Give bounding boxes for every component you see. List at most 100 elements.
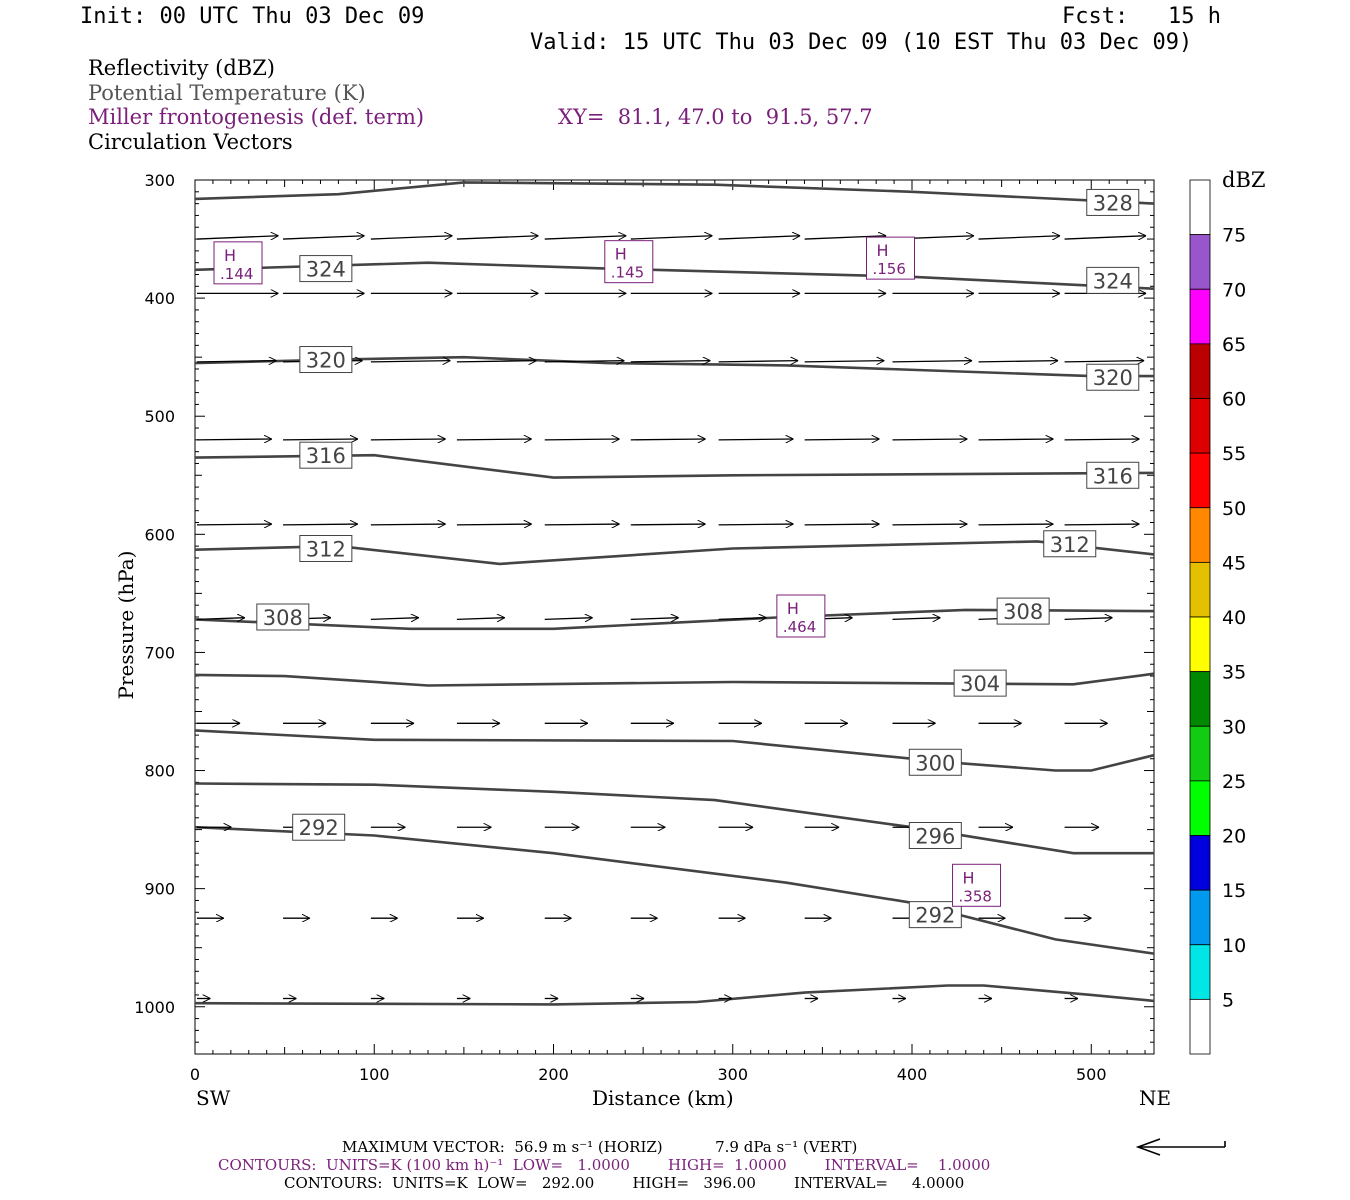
- colorbar-segment: [1189, 725, 1211, 782]
- circulation-vector: [718, 524, 794, 525]
- x-tick-label: 500: [1076, 1065, 1107, 1084]
- isentrope-label-292: 292: [915, 904, 955, 928]
- x-tick-label: 300: [717, 1065, 748, 1084]
- isentrope-line-288: [194, 984, 1155, 1006]
- forecast-hour: Fcst: 15 h: [1062, 4, 1221, 29]
- circulation-vector: [630, 618, 679, 620]
- circulation-vector: [544, 439, 620, 440]
- x-tick-label: 0: [190, 1065, 200, 1084]
- colorbar-label: 20: [1222, 826, 1246, 848]
- circulation-vector: [283, 524, 358, 525]
- circulation-vector: [804, 524, 880, 525]
- circulation-vector: [456, 524, 532, 525]
- circulation-vector: [196, 618, 245, 620]
- circulation-vector: [978, 439, 1054, 440]
- isentrope-label-328: 328: [1093, 191, 1133, 215]
- y-tick-label: 700: [144, 643, 175, 662]
- isentrope-label-box: [908, 822, 962, 849]
- frontogenesis-high-box: [952, 863, 1002, 907]
- circulation-vector: [456, 236, 539, 239]
- y-tick-label: 800: [144, 762, 175, 781]
- circulation-vector: [544, 618, 593, 620]
- frontogenesis-high-marker: H: [224, 246, 236, 265]
- circulation-vector: [456, 618, 505, 620]
- x-tick-label: 200: [538, 1065, 569, 1084]
- frontogenesis-high-value: .358: [959, 887, 992, 905]
- colorbar-segment: [1189, 671, 1211, 727]
- colorbar-segment: [1189, 944, 1211, 1000]
- colorbar-segment: [1189, 234, 1211, 290]
- circulation-vector: [630, 439, 706, 440]
- isentrope-label-316: 316: [1093, 464, 1133, 488]
- isentrope-line-300: [194, 729, 1155, 772]
- colorbar-label: 5: [1222, 989, 1234, 1011]
- reference-vector-arrow: [1135, 1138, 1226, 1156]
- isentrope-label-box: [953, 669, 1007, 697]
- y-tick-label: 900: [144, 880, 175, 899]
- colorbar-label: 25: [1222, 771, 1246, 793]
- colorbar-segment: [1189, 835, 1211, 891]
- colorbar-label: 30: [1222, 716, 1246, 738]
- circulation-vector: [1064, 361, 1145, 362]
- circulation-vector: [456, 361, 537, 362]
- x-tick-label: 400: [897, 1065, 928, 1084]
- isentrope-label-box: [996, 597, 1050, 625]
- isentrope-label-box: [1086, 363, 1140, 391]
- cross-section-xy: XY= 81.1, 47.0 to 91.5, 57.7: [558, 105, 873, 129]
- circulation-vector: [718, 361, 799, 362]
- frontogenesis-high-box: [604, 240, 654, 284]
- frontogenesis-high-marker: H: [876, 241, 888, 260]
- isentrope-label-324: 324: [1093, 269, 1133, 293]
- isentrope-label-box: [299, 255, 353, 283]
- colorbar-label: 55: [1222, 443, 1246, 465]
- circulation-vector: [892, 524, 967, 525]
- circulation-vector: [718, 439, 794, 440]
- frontogenesis-high-value: .156: [872, 260, 905, 278]
- circulation-vector: [370, 618, 419, 620]
- colorbar-segment: [1189, 179, 1211, 236]
- colorbar-segment: [1189, 343, 1211, 399]
- colorbar-segment: [1189, 507, 1211, 563]
- isentrope-label-316: 316: [306, 444, 346, 468]
- colorbar-label: 35: [1222, 662, 1246, 684]
- circulation-vector: [196, 439, 272, 440]
- isentrope-label-box: [299, 534, 353, 562]
- frontogenesis-high-marker: H: [615, 245, 627, 264]
- isentrope-line-296: [194, 782, 1154, 855]
- colorbar-segment: [1189, 452, 1211, 509]
- legend-theta: Potential Temperature (K): [88, 81, 366, 105]
- circulation-vector: [630, 524, 706, 525]
- circulation-vector: [196, 361, 277, 362]
- circulation-vector: [978, 236, 1061, 239]
- colorbar-label: 65: [1222, 334, 1246, 356]
- colorbar-segment: [1189, 889, 1211, 946]
- x-axis-title: Distance (km): [592, 1086, 734, 1110]
- y-tick-label: 500: [144, 407, 175, 426]
- circulation-vector: [1064, 524, 1140, 525]
- colorbar-segment: [1189, 561, 1211, 618]
- circulation-vector: [370, 524, 446, 525]
- isentrope-label-308: 308: [263, 606, 303, 630]
- init-time: Init: 00 UTC Thu 03 Dec 09: [80, 4, 425, 29]
- y-tick-label: 400: [144, 289, 175, 308]
- circulation-vector: [718, 618, 767, 620]
- isentrope-label-box: [1086, 266, 1140, 294]
- colorbar-label: 10: [1222, 935, 1246, 957]
- colorbar-label: 75: [1222, 225, 1246, 247]
- footer-contours-theta: CONTOURS: UNITS=K LOW= 292.00 HIGH= 396.…: [284, 1174, 965, 1192]
- circulation-vector: [804, 361, 885, 362]
- frontogenesis-high-box: [213, 241, 263, 285]
- isentrope-label-296: 296: [915, 825, 955, 849]
- circulation-vector: [544, 361, 625, 362]
- isentrope-label-box: [908, 748, 962, 776]
- isentrope-label-312: 312: [1050, 533, 1090, 557]
- isentrope-label-304: 304: [960, 672, 1000, 696]
- circulation-vector: [892, 361, 972, 362]
- endpoint-ne: NE: [1139, 1086, 1172, 1110]
- isentrope-label-300: 300: [915, 751, 955, 775]
- circulation-vector: [1064, 236, 1147, 239]
- isentrope-label-box: [256, 603, 310, 631]
- circulation-vector: [283, 439, 358, 440]
- isentrope-label-320: 320: [1093, 366, 1133, 390]
- isentrope-line-328: [194, 181, 1155, 205]
